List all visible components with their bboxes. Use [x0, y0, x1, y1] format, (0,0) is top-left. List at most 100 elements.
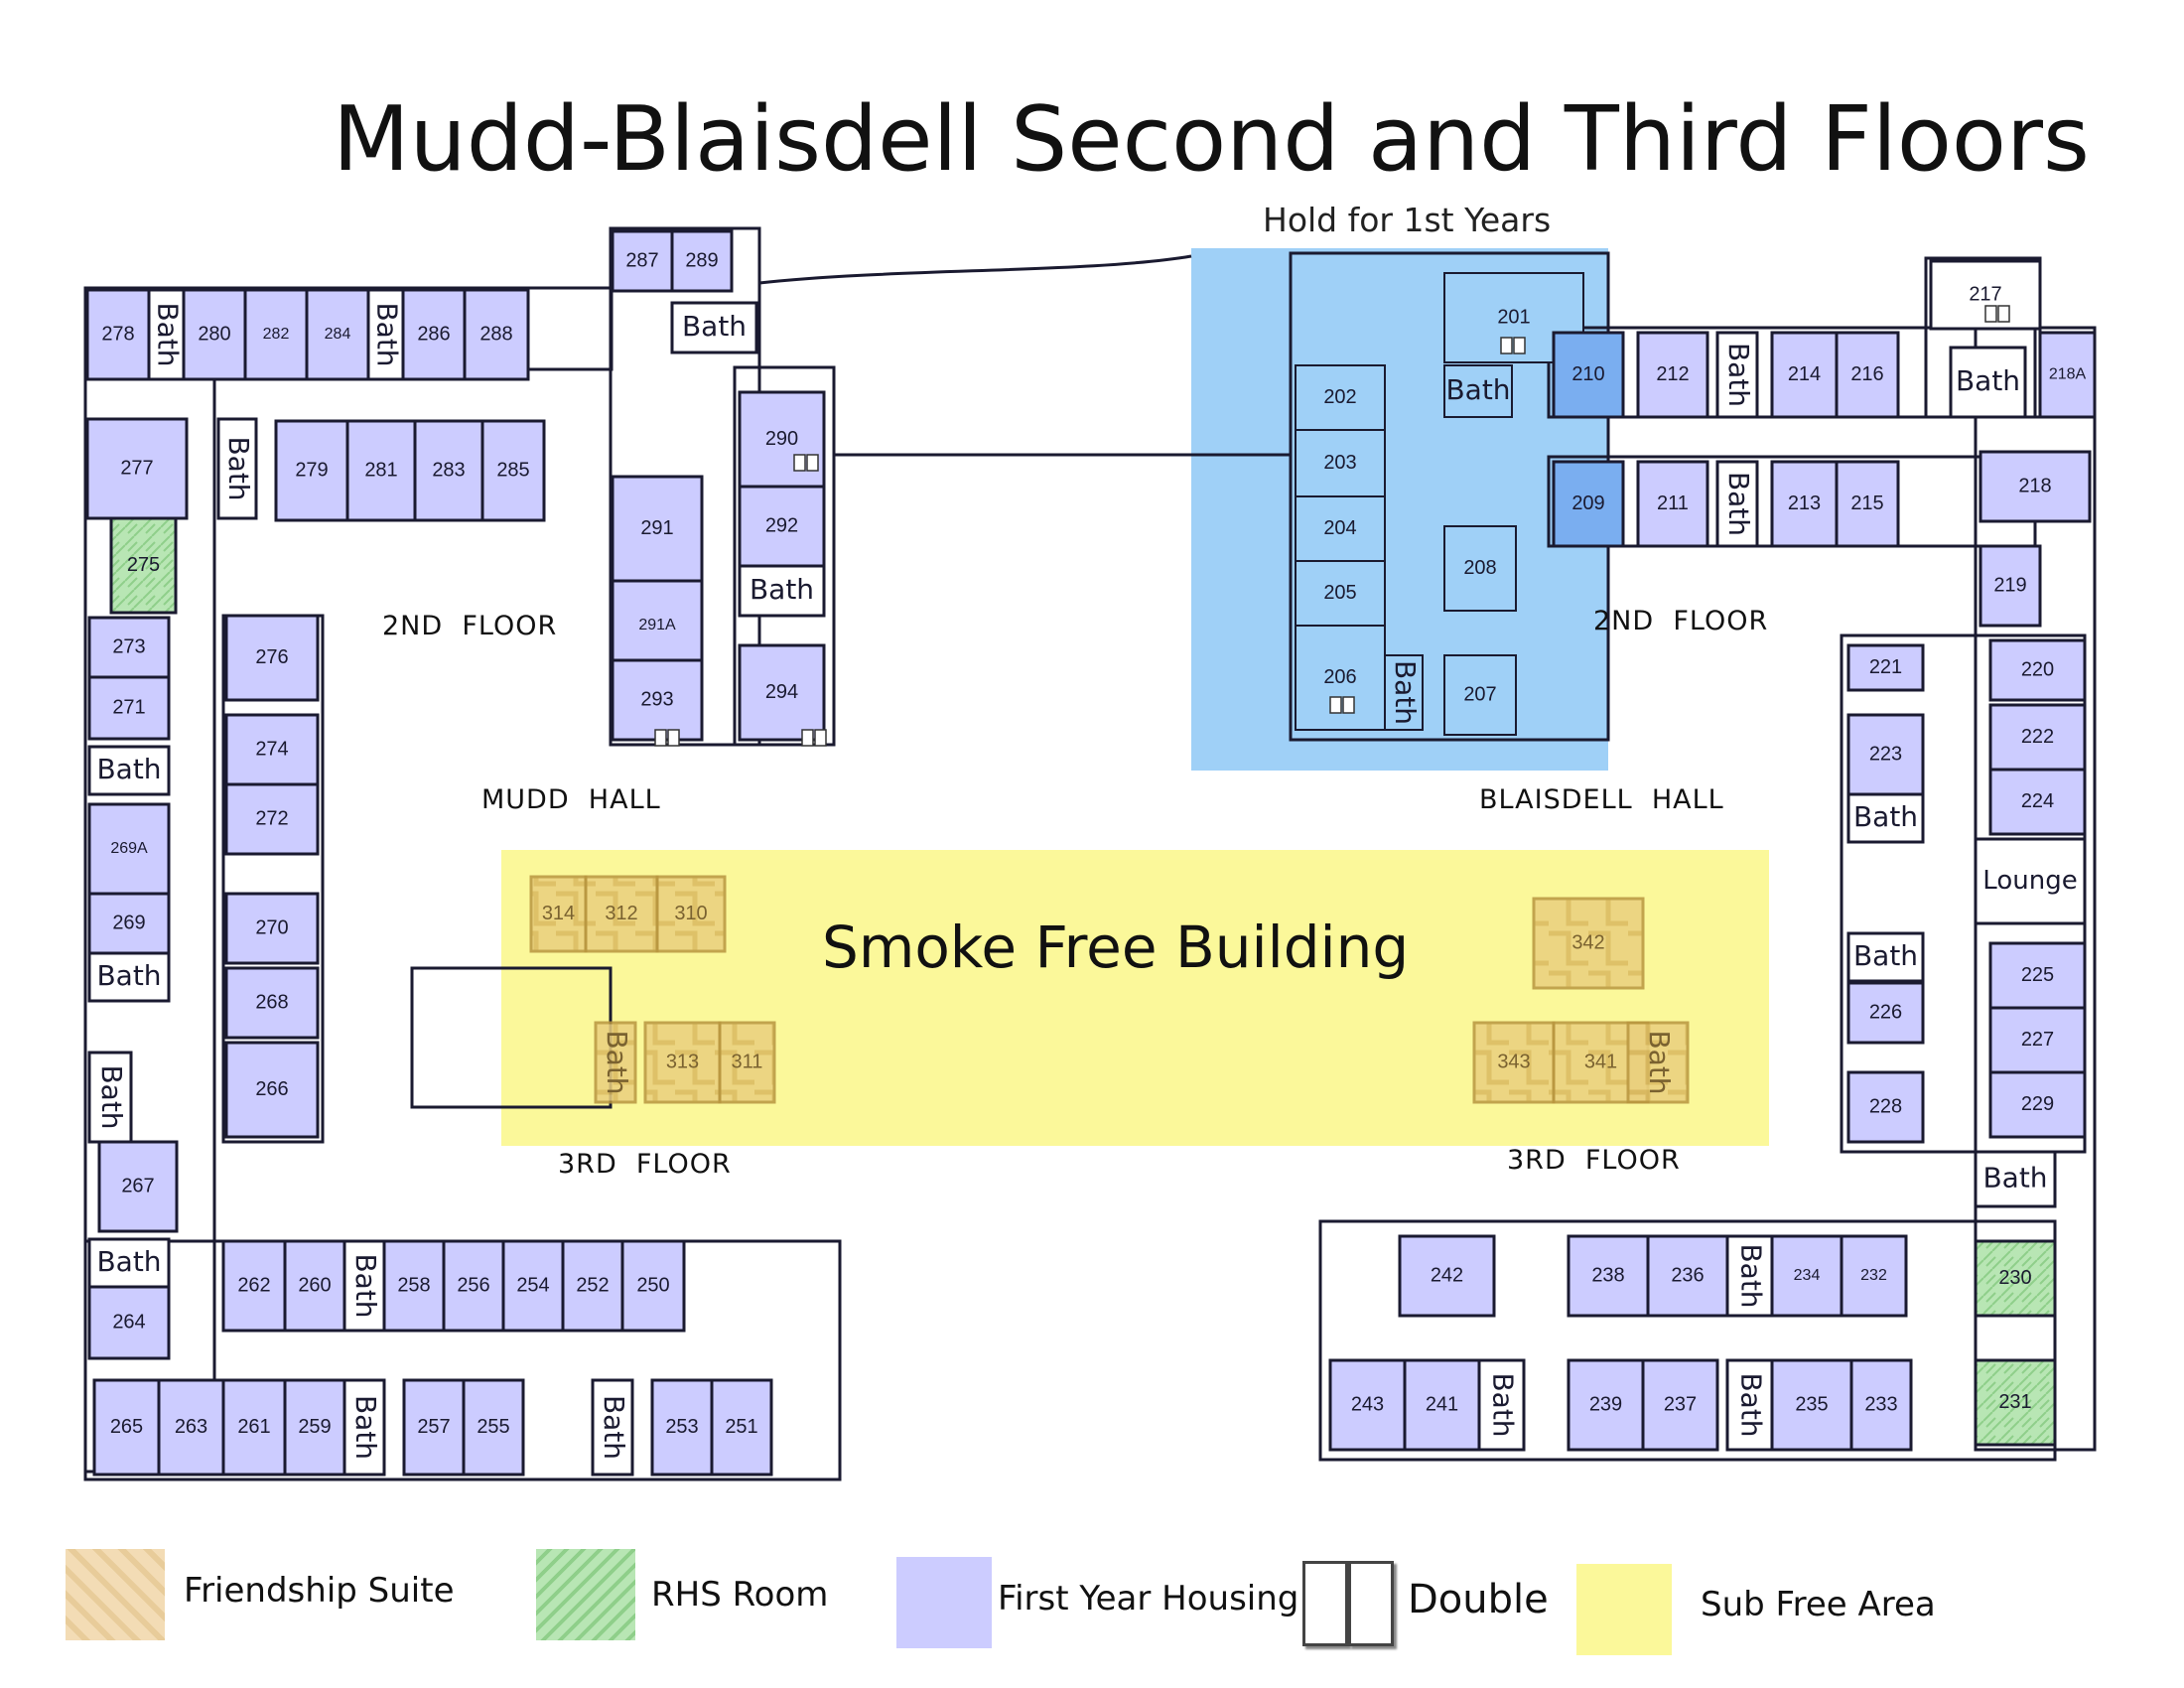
room-label-263: 263 — [175, 1416, 207, 1438]
room-228 — [1846, 1070, 1925, 1144]
room-label-291A: 291A — [638, 617, 676, 633]
bath-label: Bath — [598, 1395, 630, 1460]
room-label-292: 292 — [765, 514, 798, 536]
legend-swatch-double — [1300, 1557, 1394, 1646]
legend-swatch-sub-free-area — [1576, 1564, 1672, 1655]
room-label-259: 259 — [298, 1416, 331, 1438]
room-label-230: 230 — [1998, 1267, 2031, 1289]
room-label-313: 313 — [666, 1051, 699, 1072]
room-bath-e — [738, 564, 826, 618]
room-label-278: 278 — [101, 323, 134, 345]
room-bath-p — [1384, 654, 1424, 731]
room-label-202: 202 — [1323, 386, 1356, 408]
room-218A — [2038, 331, 2097, 419]
room-230 — [1974, 1239, 2057, 1318]
room-225 — [1988, 941, 2087, 1010]
room-label-285: 285 — [496, 459, 529, 481]
room-231 — [1974, 1358, 2057, 1447]
room-bath-a — [147, 288, 186, 381]
bath-label: Bath — [96, 1245, 161, 1278]
room-label-269: 269 — [112, 912, 145, 933]
room-277 — [85, 417, 189, 520]
room-233 — [1849, 1358, 1913, 1452]
room-212 — [1636, 331, 1709, 419]
bath-label: Bath — [1853, 939, 1918, 972]
room-label-252: 252 — [576, 1274, 609, 1296]
room-label-286: 286 — [417, 323, 450, 345]
room-266 — [224, 1041, 320, 1139]
bath-label: Bath — [1956, 364, 2020, 397]
room-259 — [283, 1378, 346, 1477]
room-bath-s — [1715, 460, 1759, 548]
room-label-241: 241 — [1426, 1393, 1458, 1415]
room-label-294: 294 — [765, 681, 798, 703]
room-label-283: 283 — [432, 459, 465, 481]
legend-label-sub-free-area: Sub Free Area — [1701, 1585, 1936, 1624]
room-312 — [584, 875, 659, 953]
room-204 — [1295, 495, 1386, 562]
bath-label: Bath — [1445, 373, 1510, 406]
room-276 — [224, 614, 320, 702]
room-291A — [611, 579, 704, 672]
room-label-288: 288 — [479, 323, 512, 345]
room-label-231: 231 — [1998, 1391, 2031, 1413]
room-214 — [1770, 331, 1839, 419]
room-label-212: 212 — [1656, 363, 1689, 385]
room-label-232: 232 — [1860, 1267, 1887, 1284]
room-224 — [1988, 768, 2087, 836]
room-label-255: 255 — [477, 1416, 509, 1438]
room-216 — [1835, 331, 1900, 419]
room-283 — [413, 419, 484, 522]
bath-label: Bath — [1643, 1030, 1676, 1094]
room-label-lounge: Lounge — [1982, 866, 2077, 896]
room-227 — [1988, 1006, 2087, 1074]
room-label-237: 237 — [1664, 1393, 1697, 1415]
page-title: Mudd-Blaisdell Second and Third Floors — [333, 87, 2090, 192]
legend-label-double: Double — [1408, 1577, 1549, 1622]
room-label-228: 228 — [1869, 1095, 1902, 1117]
room-label-220: 220 — [2021, 658, 2054, 680]
room-292 — [738, 485, 826, 568]
room-label-219: 219 — [1993, 574, 2026, 596]
room-label-277: 277 — [120, 457, 153, 479]
room-288 — [463, 288, 530, 381]
room-label-225: 225 — [2021, 964, 2054, 986]
room-bath-l — [591, 1378, 634, 1477]
room-bath-u — [1846, 931, 1925, 983]
room-label-208: 208 — [1463, 557, 1496, 579]
hold-area-label: Hold for 1st Years — [1263, 201, 1552, 239]
room-257 — [402, 1378, 466, 1477]
room-bath-k — [342, 1378, 386, 1477]
room-label-310: 310 — [674, 903, 707, 924]
room-label-215: 215 — [1850, 492, 1883, 514]
room-285 — [480, 419, 546, 522]
room-275 — [109, 516, 178, 615]
room-label-234: 234 — [1794, 1267, 1821, 1284]
room-label-204: 204 — [1323, 517, 1356, 539]
double-bed-icon — [793, 454, 819, 472]
room-272 — [224, 782, 320, 856]
double-bed-icon — [654, 729, 680, 747]
bath-label: Bath — [601, 1030, 633, 1094]
room-232 — [1840, 1234, 1908, 1318]
room-label-287: 287 — [625, 249, 658, 271]
room-label-281: 281 — [364, 459, 397, 481]
room-289 — [670, 229, 734, 293]
room-label-291: 291 — [640, 517, 673, 539]
room-211 — [1636, 460, 1709, 548]
room-bath-w — [1725, 1234, 1774, 1318]
room-bath-t — [1846, 792, 1925, 844]
room-223 — [1846, 713, 1925, 796]
room-269A — [87, 802, 171, 896]
room-bath-j — [342, 1239, 386, 1333]
room-label-269A: 269A — [110, 840, 148, 857]
room-bath-c — [670, 301, 758, 354]
room-bath-r — [1949, 346, 2027, 419]
room-label-261: 261 — [237, 1416, 270, 1438]
room-label-221: 221 — [1869, 656, 1902, 678]
room-bath-m — [594, 1021, 637, 1104]
room-label-213: 213 — [1788, 492, 1821, 514]
room-253 — [650, 1378, 714, 1477]
bath-label: Bath — [750, 573, 814, 606]
room-label-265: 265 — [110, 1416, 143, 1438]
